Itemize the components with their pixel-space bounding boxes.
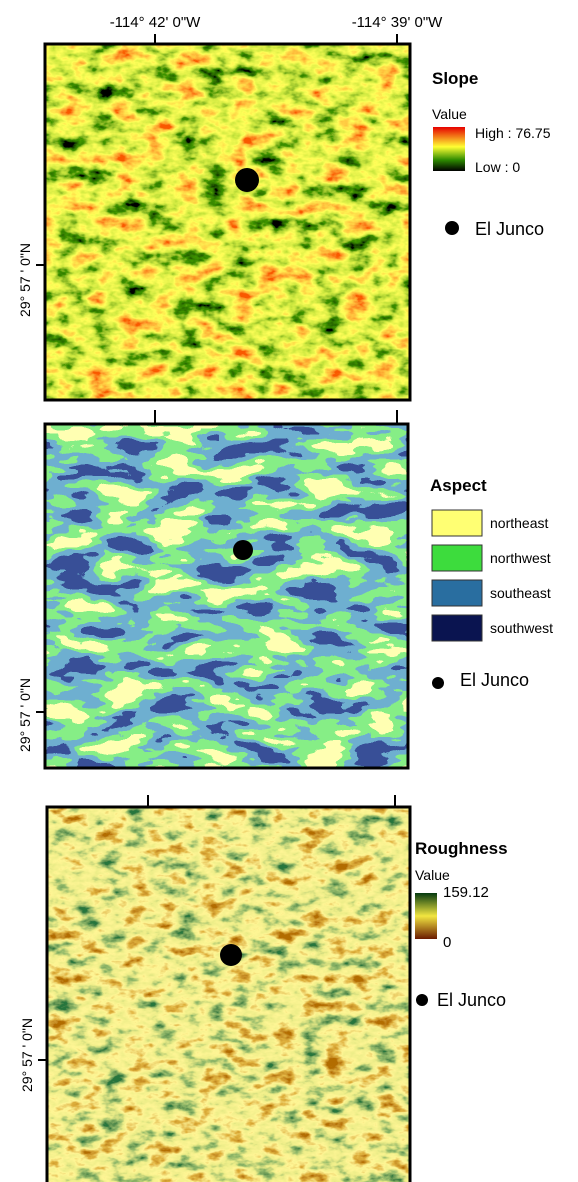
x-tick-label: -114° 42' 0"W bbox=[110, 14, 201, 31]
legend-high: 159.12 bbox=[443, 884, 489, 901]
y-tick-label: 29° 57 ' 0"N bbox=[17, 243, 33, 317]
legend-title: Slope bbox=[432, 69, 478, 88]
legend-label: northeast bbox=[490, 515, 548, 531]
legend-swatch bbox=[431, 509, 483, 537]
aspect-raster bbox=[45, 424, 408, 768]
site-marker bbox=[220, 944, 242, 966]
legend-label: southeast bbox=[490, 585, 551, 601]
map-frame bbox=[43, 422, 410, 770]
legend-point-label: El Junco bbox=[460, 670, 529, 690]
legend-point bbox=[416, 994, 428, 1006]
site-marker bbox=[233, 540, 253, 560]
y-tick-label: 29° 57 ' 0"N bbox=[17, 678, 33, 752]
x-tick-label: -114° 39' 0"W bbox=[352, 14, 443, 31]
y-tick-label: 29° 57 ' 0"N bbox=[19, 1018, 35, 1092]
legend-point bbox=[432, 677, 444, 689]
legend-title: Roughness bbox=[415, 839, 508, 858]
legend-low: Low : 0 bbox=[475, 159, 520, 175]
legend-subtitle: Value bbox=[432, 106, 467, 122]
roughness-raster bbox=[47, 807, 410, 1182]
legend-point bbox=[445, 221, 459, 235]
legend-low: 0 bbox=[443, 934, 451, 951]
slope-raster bbox=[45, 44, 410, 400]
legend-label: southwest bbox=[490, 620, 553, 636]
legend-point-label: El Junco bbox=[437, 990, 506, 1010]
legend-swatch bbox=[431, 614, 483, 642]
map-frame bbox=[45, 805, 412, 1182]
legend-swatch bbox=[431, 579, 483, 607]
legend-ramp bbox=[415, 893, 437, 939]
legend-subtitle: Value bbox=[415, 867, 450, 883]
legend-point-label: El Junco bbox=[475, 219, 544, 239]
legend-ramp bbox=[433, 127, 465, 171]
legend-swatch bbox=[431, 544, 483, 572]
map-frame bbox=[43, 42, 412, 402]
legend-high: High : 76.75 bbox=[475, 125, 551, 141]
legend-title: Aspect bbox=[430, 476, 487, 495]
site-marker bbox=[235, 168, 259, 192]
legend-label: northwest bbox=[490, 550, 551, 566]
